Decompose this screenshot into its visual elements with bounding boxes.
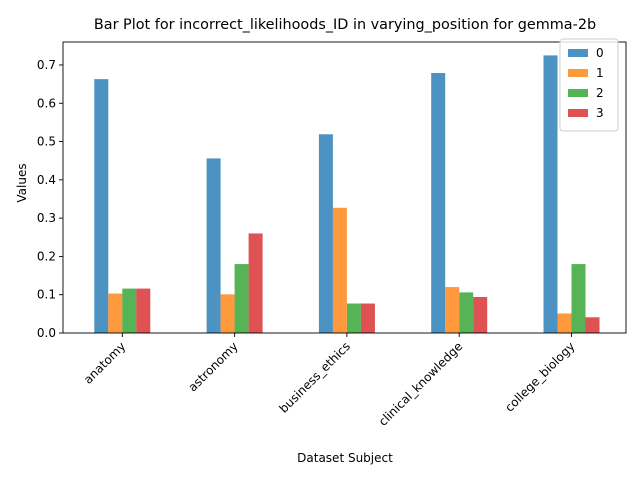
y-tick-label: 0.2 xyxy=(37,249,56,263)
x-tick-label-college_biology: college_biology xyxy=(502,339,577,414)
y-tick-label: 0.1 xyxy=(37,288,56,302)
bar-series-3-anatomy xyxy=(136,288,151,333)
bar-series-0-business_ethics xyxy=(318,134,333,333)
bar-series-1-clinical_knowledge xyxy=(445,287,460,333)
bar-series-3-astronomy xyxy=(248,233,263,333)
bar-series-1-anatomy xyxy=(108,293,123,333)
plot-area: 0.0 0.1 0.2 0.3 0.4 0.5 0.6 0.7 anatomy astronomy… xyxy=(37,41,627,429)
legend-box xyxy=(559,38,619,132)
bar-series-1-college_biology xyxy=(557,313,572,333)
x-tick-label-business_ethics: business_ethics xyxy=(277,339,354,416)
x-axis-label: Dataset Subject xyxy=(297,451,393,465)
y-tick-label: 0.3 xyxy=(37,211,56,225)
x-tick-label-anatomy: anatomy xyxy=(81,339,128,386)
legend-label-1: 1 xyxy=(596,66,604,80)
x-tick-label-clinical_knowledge: clinical_knowledge xyxy=(376,339,465,428)
bar-series-0-anatomy xyxy=(94,79,109,333)
legend-label-2: 2 xyxy=(596,86,604,100)
bar-series-0-astronomy xyxy=(206,158,221,333)
bar-series-2-clinical_knowledge xyxy=(459,292,474,333)
bar-series-3-clinical_knowledge xyxy=(473,297,488,333)
y-tick-label: 0.0 xyxy=(37,326,56,340)
bar-series-1-astronomy xyxy=(220,294,235,333)
bar-series-1-business_ethics xyxy=(332,207,347,333)
legend-swatch-0 xyxy=(568,49,588,57)
legend-label-0: 0 xyxy=(596,46,604,60)
legend-label-3: 3 xyxy=(596,106,604,120)
x-tick-label-astronomy: astronomy xyxy=(186,339,241,394)
bar-series-3-business_ethics xyxy=(360,303,375,333)
legend-swatch-3 xyxy=(568,109,588,117)
bar-series-2-business_ethics xyxy=(346,303,361,333)
chart-title: Bar Plot for incorrect_likelihoods_ID in… xyxy=(94,17,596,33)
bar-series-2-anatomy xyxy=(122,288,137,333)
bar-series-0-clinical_knowledge xyxy=(431,73,446,333)
legend-swatch-1 xyxy=(568,69,588,77)
y-tick-label: 0.6 xyxy=(37,96,56,110)
legend: 0 1 2 3 xyxy=(559,38,619,132)
y-tick-label: 0.7 xyxy=(37,58,56,72)
bar-series-3-college_biology xyxy=(585,317,600,333)
plot-frame xyxy=(62,41,627,334)
y-tick-label: 0.5 xyxy=(37,135,56,149)
y-axis-label: Values xyxy=(15,163,29,202)
bar-series-2-college_biology xyxy=(571,264,586,333)
y-tick-label: 0.4 xyxy=(37,173,56,187)
bar-series-2-astronomy xyxy=(234,264,249,333)
bar-series-0-college_biology xyxy=(543,55,558,334)
legend-swatch-2 xyxy=(568,89,588,97)
